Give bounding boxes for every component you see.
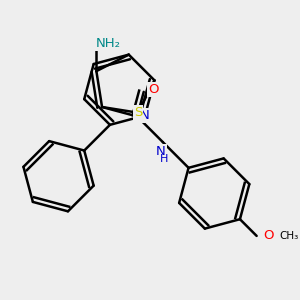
Text: NH₂: NH₂: [95, 37, 120, 50]
Text: S: S: [134, 106, 142, 119]
Text: N: N: [156, 145, 166, 158]
Text: O: O: [148, 83, 159, 96]
Text: N: N: [140, 109, 150, 122]
Text: O: O: [263, 230, 273, 242]
Text: H: H: [160, 154, 168, 164]
Text: CH₃: CH₃: [280, 231, 299, 241]
